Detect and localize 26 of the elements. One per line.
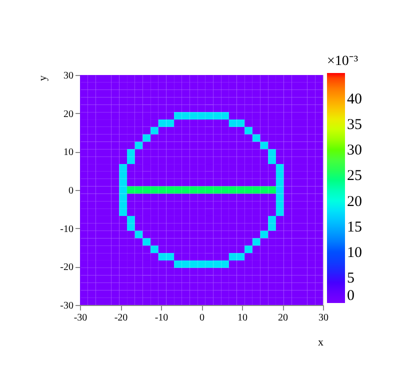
x-tick-label: 20 xyxy=(278,312,288,324)
color-bar-label: 15 xyxy=(347,219,362,236)
y-tick-label: 10 xyxy=(64,147,74,158)
y-tick-label: 20 xyxy=(64,108,74,120)
color-bar-label: 30 xyxy=(347,142,362,159)
color-bar-label: 20 xyxy=(347,194,362,210)
x-tick-label: 30 xyxy=(318,312,328,324)
color-bar-title: ×10⁻³ xyxy=(327,54,358,69)
y-tick-label: -10 xyxy=(60,224,74,235)
x-tick-label: -30 xyxy=(74,312,88,324)
x-tick-label: -20 xyxy=(114,312,128,324)
y-tick-label: 30 xyxy=(64,70,74,82)
color-bar-label: 25 xyxy=(347,168,362,184)
color-bar-label: 5 xyxy=(347,270,354,286)
color-bar-label: 35 xyxy=(347,117,362,134)
y-tick-label: 0 xyxy=(68,186,74,196)
color-bar-label: 10 xyxy=(347,244,362,261)
color-bar-label: 40 xyxy=(347,92,362,108)
x-tick-label: 10 xyxy=(238,312,248,324)
x-axis-title: x xyxy=(318,336,324,348)
y-axis-title: y xyxy=(37,75,50,81)
color-bar-label: 0 xyxy=(347,288,354,304)
y-tick-label: -30 xyxy=(60,300,74,312)
y-tick-label: -20 xyxy=(60,262,74,274)
x-tick-label: -10 xyxy=(154,312,168,324)
x-tick-label: 0 xyxy=(200,312,204,324)
